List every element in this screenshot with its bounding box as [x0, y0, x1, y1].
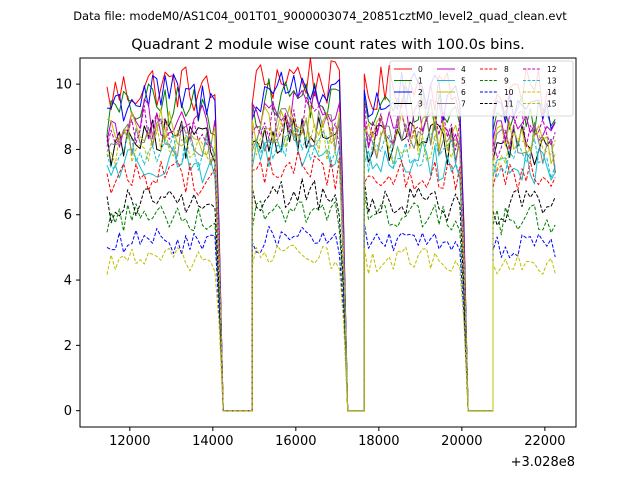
legend-label: 14: [547, 88, 557, 97]
legend-item-11: 11: [480, 99, 514, 108]
axes-frame: [79, 57, 577, 428]
legend-item-15: 15: [523, 99, 557, 108]
chart-title: Quadrant 2 module wise count rates with …: [131, 37, 525, 53]
legend-item-6: 6: [437, 88, 466, 97]
x-tick-label: 22000: [524, 434, 565, 449]
legend-item-10: 10: [480, 88, 514, 97]
legend-label: 4: [461, 65, 466, 74]
legend-item-9: 9: [480, 76, 509, 85]
legend-box: [389, 60, 574, 117]
legend-item-4: 4: [437, 65, 466, 74]
legend-item-0: 0: [394, 65, 423, 74]
legend-label: 5: [461, 76, 466, 85]
x-tick-label: 14000: [192, 434, 233, 449]
legend-label: 7: [461, 99, 466, 108]
y-tick-label: 2: [64, 339, 72, 354]
x-tick-label: 12000: [109, 434, 150, 449]
legend-item-2: 2: [394, 88, 423, 97]
legend-label: 13: [547, 76, 557, 85]
x-tick-label: 18000: [358, 434, 399, 449]
legend-item-13: 13: [523, 76, 557, 85]
legend-item-8: 8: [480, 65, 509, 74]
legend-label: 0: [418, 65, 423, 74]
plot-area: 12000 14000 16000 18000 20000 220000246810012…: [55, 57, 577, 449]
legend-label: 6: [461, 88, 466, 97]
legend-item-14: 14: [523, 88, 557, 97]
legend-label: 11: [504, 99, 514, 108]
legend-label: 15: [547, 99, 557, 108]
y-tick-label: 0: [64, 404, 72, 419]
legend-item-3: 3: [394, 99, 423, 108]
y-tick-label: 8: [64, 143, 72, 158]
legend-label: 8: [504, 65, 509, 74]
y-tick-label: 10: [55, 78, 72, 93]
legend-item-5: 5: [437, 76, 466, 85]
legend-item-1: 1: [394, 76, 423, 85]
x-tick-label: 20000: [441, 434, 482, 449]
legend-label: 1: [418, 76, 423, 85]
legend-label: 9: [504, 76, 509, 85]
legend-label: 12: [547, 65, 557, 74]
y-tick-label: 6: [64, 208, 72, 223]
x-tick-label: 16000: [275, 434, 316, 449]
legend-item-12: 12: [523, 65, 557, 74]
series-lines: [106, 58, 556, 412]
legend-label: 2: [418, 88, 423, 97]
legend-label: 3: [418, 99, 423, 108]
x-axis-offset-label: +3.028e8: [511, 455, 575, 470]
y-tick-label: 4: [64, 274, 72, 289]
series-line-15: [106, 115, 556, 412]
legend-label: 10: [504, 88, 514, 97]
legend-item-7: 7: [437, 99, 466, 108]
figure-suptitle: Data file: modeM0/AS1C04_001T01_90000030…: [73, 9, 567, 23]
